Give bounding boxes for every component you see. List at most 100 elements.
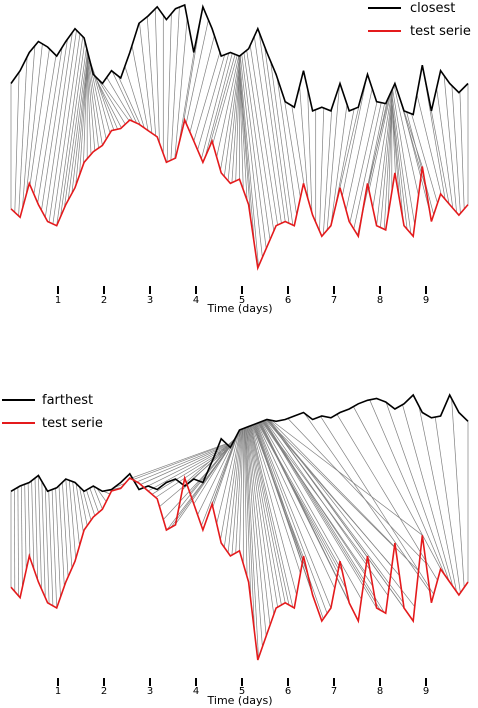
alignment-line	[429, 101, 450, 204]
alignment-line	[223, 55, 241, 177]
legend-label-test: test serie	[410, 24, 471, 39]
alignment-line	[51, 489, 58, 609]
alignment-line	[406, 111, 435, 215]
legend-label-closest: closest	[410, 1, 455, 16]
alignment-line	[330, 104, 348, 226]
alignment-line	[216, 429, 240, 524]
alignment-line	[174, 441, 234, 526]
alignment-line	[197, 54, 226, 151]
x-tick-label: 9	[423, 295, 429, 306]
alignment-line	[17, 487, 19, 596]
alignment-line	[140, 444, 229, 485]
alignment-line	[338, 98, 362, 195]
alignment-line	[62, 482, 69, 577]
x-tick-label: 4	[193, 686, 199, 697]
alignment-line	[258, 32, 286, 222]
alignment-line	[75, 483, 84, 533]
alignment-line	[369, 399, 446, 576]
alignment-line	[247, 426, 271, 626]
x-tick-label: 8	[377, 295, 383, 306]
alignment-line	[231, 429, 243, 556]
alignment-line	[263, 420, 381, 611]
alignment-line	[380, 87, 394, 228]
alignment-line	[85, 46, 103, 146]
alignment-line	[276, 77, 297, 216]
alignment-line	[376, 88, 394, 226]
alignment-line	[92, 485, 103, 510]
alignment-line	[131, 45, 149, 131]
alignment-line	[44, 487, 50, 604]
alignment-line	[239, 428, 244, 551]
alignment-line	[243, 428, 248, 577]
alignment-line	[208, 54, 236, 149]
x-tick-label: 6	[285, 686, 291, 697]
alignment-line	[72, 481, 80, 546]
alignment-line	[271, 420, 423, 536]
alignment-line	[249, 426, 286, 603]
alignment-line	[246, 50, 275, 232]
alignment-line	[251, 425, 301, 574]
x-tick-label: 3	[147, 295, 153, 306]
alignment-line	[390, 92, 404, 222]
x-tick-label: 7	[331, 295, 337, 306]
alignment-line	[260, 421, 362, 600]
alignment-line	[349, 101, 378, 223]
alignment-line	[132, 443, 228, 481]
x-tick-label: 5	[239, 686, 245, 697]
alignment-line	[185, 438, 236, 483]
alignment-line	[256, 423, 332, 609]
alignment-line	[65, 478, 73, 569]
x-axis-ticks: 1 2 3 4 5 6 7 8 9	[55, 286, 429, 306]
alignment-line	[353, 102, 382, 229]
x-tick-label: 6	[285, 295, 291, 306]
alignment-line	[307, 88, 313, 213]
alignment-line	[71, 53, 89, 194]
alignment-line	[48, 30, 77, 223]
alignment-line	[402, 106, 431, 213]
alignment-line	[443, 75, 457, 213]
alignment-line	[166, 13, 172, 162]
x-tick-label: 8	[377, 686, 383, 697]
x-tick-label: 2	[101, 295, 107, 306]
alignment-line	[204, 53, 233, 158]
alignment-line	[101, 82, 130, 121]
alignment-line	[459, 91, 465, 210]
alignment-line	[82, 490, 92, 521]
alignment-line	[94, 75, 122, 128]
alignment-line	[33, 55, 57, 195]
alignment-line	[239, 55, 263, 258]
alignment-line	[345, 88, 373, 211]
alignment-line	[392, 88, 416, 225]
alignment-line	[353, 406, 442, 571]
panel-farthest: 1 2 3 4 5 6 7 8 9 Time (days) farthest test seri…	[2, 393, 469, 707]
alignment-line	[264, 46, 290, 224]
alignment-line	[63, 47, 87, 209]
x-tick-label: 1	[55, 295, 61, 306]
alignment-line	[79, 486, 88, 526]
alignment-line	[227, 55, 241, 181]
alignment-line	[96, 487, 107, 502]
alignment-line	[154, 8, 160, 144]
alignment-line	[139, 22, 153, 134]
alignment-line	[216, 55, 240, 158]
alignment-line	[402, 404, 454, 587]
alignment-line	[97, 78, 126, 125]
alignment-line	[238, 55, 259, 267]
alignment-line	[189, 437, 236, 494]
alignment-line	[197, 435, 237, 515]
alignment-line	[411, 113, 438, 204]
alignment-line	[322, 108, 333, 235]
alignment-line	[22, 45, 36, 209]
alignment-line	[159, 446, 232, 507]
alignment-line	[390, 92, 408, 230]
alignment-line	[85, 45, 99, 149]
alignment-line	[385, 402, 450, 582]
alignment-line	[128, 443, 227, 480]
alignment-line	[34, 478, 39, 580]
x-axis-label: Time (days)	[207, 302, 273, 315]
alignment-line	[391, 90, 412, 234]
alignment-line	[136, 444, 228, 483]
alignment-line	[86, 48, 92, 155]
alignment-line	[67, 51, 88, 201]
alignment-line	[85, 46, 96, 151]
